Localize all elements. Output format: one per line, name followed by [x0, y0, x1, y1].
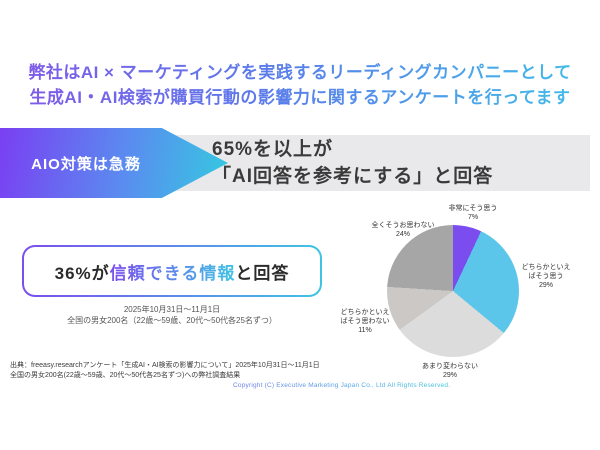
pie-label-no-change: あまり変わらない 29%: [422, 363, 478, 379]
highlight-gradient-text: 信頼できる情報: [110, 259, 236, 284]
header-line2: 生成AI・AI検索が購買行動の影響力に関するアンケートを行ってます: [29, 88, 571, 107]
pie-chart: [387, 225, 519, 357]
highlight-box-text: 36%が 信頼できる情報 と回答: [24, 247, 320, 295]
highlight-prefix: 36%が: [54, 263, 110, 283]
highlight-box: 36%が 信頼できる情報 と回答: [22, 245, 322, 297]
copyright-text: Copyright (C) Executive Marketing Japan …: [233, 382, 451, 389]
banner-headline: 65%を以上が 「AI回答を参考にする」と回答: [212, 136, 493, 190]
source-note-line2: 全国の男女200名(22歳〜59歳、20代〜50代各25名ずつ)への弊社調査結果: [10, 372, 241, 379]
survey-note-line2: 全国の男女200名（22歳〜59歳、20代〜50代各25名ずつ）: [67, 316, 277, 325]
highlight-suffix: と回答: [235, 263, 290, 283]
pie-label-strongly-agree: 非常にそう思う 7%: [448, 205, 498, 221]
pie-label-strongly-disagree: 全くそうお思わない 24%: [371, 222, 435, 238]
page-title: 弊社はAI × マーケティングを実践するリーディングカンパニーとして 生成AI・…: [0, 60, 600, 110]
header-line1: 弊社はAI × マーケティングを実践するリーディングカンパニーとして: [28, 63, 572, 82]
survey-note: 2025年10月31日〜11月1日 全国の男女200名（22歳〜59歳、20代〜…: [22, 304, 322, 326]
pie-label-somewhat-disagree: どちらかといえ ばそう思わない 11%: [340, 309, 390, 334]
source-note: 出典：freeasy.researchアンケート「生成AI・AI検索の影響力につ…: [10, 361, 320, 381]
banner-headline-line2: 「AI回答を参考にする」と回答: [212, 166, 494, 187]
banner-headline-line1: 65%を以上が: [212, 139, 334, 160]
source-note-line1: 出典：freeasy.researchアンケート「生成AI・AI検索の影響力につ…: [10, 362, 320, 369]
survey-note-line1: 2025年10月31日〜11月1日: [123, 305, 221, 314]
banner-tag-label: AIO対策は急務: [31, 155, 141, 173]
pie-label-somewhat-agree: どちらかといえ ばそう思う 29%: [521, 264, 571, 289]
